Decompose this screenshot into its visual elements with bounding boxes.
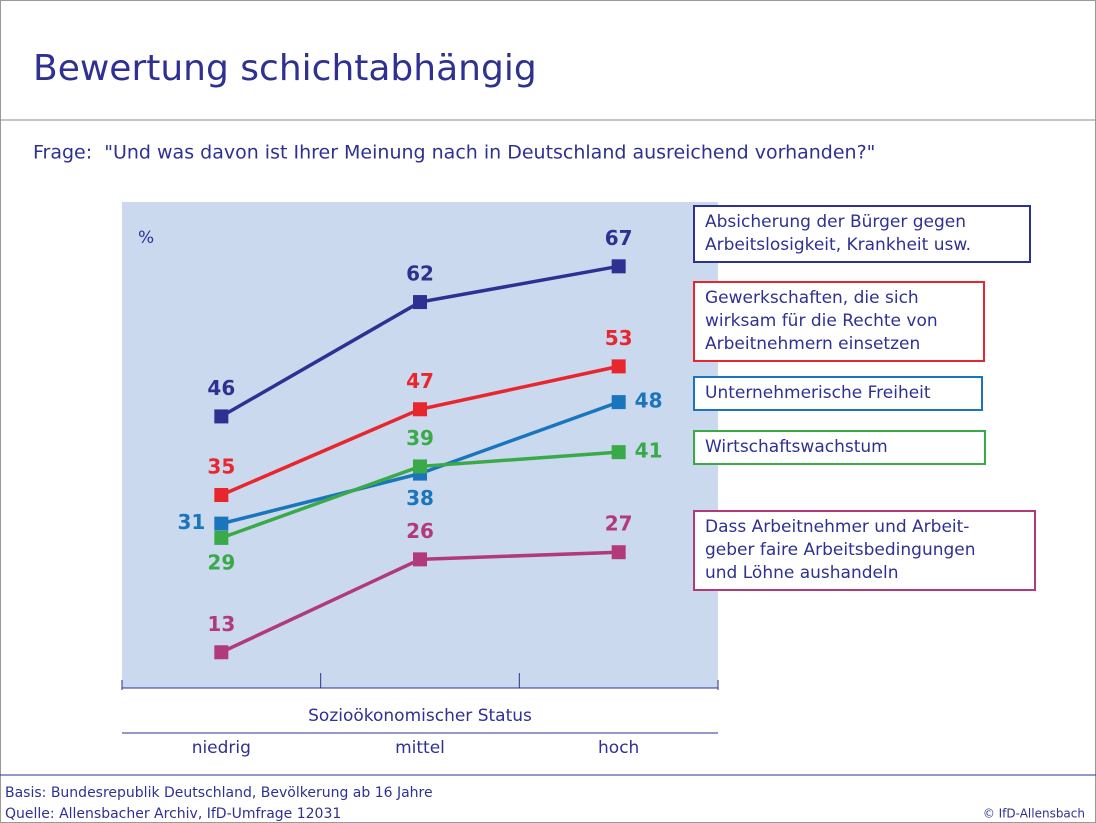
marker	[611, 395, 626, 410]
legend-entry: Gewerkschaften, die sich wirksam für die…	[693, 281, 985, 362]
x-tick-label: niedrig	[192, 738, 251, 758]
subtitle: Frage: "Und was davon ist Ihrer Meinung …	[33, 142, 875, 164]
marker	[214, 645, 229, 660]
marker	[214, 516, 229, 531]
marker	[214, 530, 229, 545]
data-label: 53	[605, 326, 633, 350]
marker	[413, 402, 427, 417]
legend-entry: Unternehmerische Freiheit	[693, 376, 983, 411]
data-label: 35	[207, 455, 235, 479]
credit: © IfD-Allensbach	[983, 807, 1085, 821]
data-label: 26	[406, 519, 434, 543]
x-tick-label: mittel	[395, 738, 445, 758]
data-label: 47	[406, 369, 434, 393]
plot-area	[122, 202, 718, 688]
note: Basis: Bundesrepublik Deutschland, Bevöl…	[5, 785, 433, 801]
y-unit: %	[138, 228, 154, 248]
legend-entry: Dass Arbeitnehmer und Arbeit- geber fair…	[693, 510, 1036, 591]
data-label: 27	[605, 512, 633, 536]
data-label: 46	[207, 376, 235, 400]
chart-title: Bewertung schichtabhängig	[33, 48, 537, 89]
data-label: 67	[605, 226, 633, 250]
marker	[611, 259, 626, 274]
marker	[413, 459, 427, 474]
x-tick-label: hoch	[598, 738, 639, 758]
data-label: 41	[635, 439, 663, 463]
data-label: 31	[177, 510, 205, 534]
marker	[611, 445, 626, 460]
legend-entry: Wirtschaftswachstum	[693, 430, 986, 465]
marker	[611, 545, 626, 560]
legend-entry: Absicherung der Bürger gegen Arbeitslosi…	[693, 205, 1031, 263]
marker	[413, 552, 427, 567]
data-label: 38	[406, 486, 434, 510]
data-label: 48	[635, 389, 663, 413]
x-axis-label: Sozioökonomischer Status	[308, 706, 532, 726]
marker	[214, 488, 229, 503]
marker	[413, 295, 427, 310]
data-label: 39	[406, 426, 434, 450]
data-label: 13	[207, 612, 235, 636]
note: Quelle: Allensbacher Archiv, IfD-Umfrage…	[5, 806, 341, 822]
marker	[611, 359, 626, 374]
marker	[214, 409, 229, 424]
data-label: 62	[406, 262, 434, 286]
data-label: 29	[207, 550, 235, 574]
